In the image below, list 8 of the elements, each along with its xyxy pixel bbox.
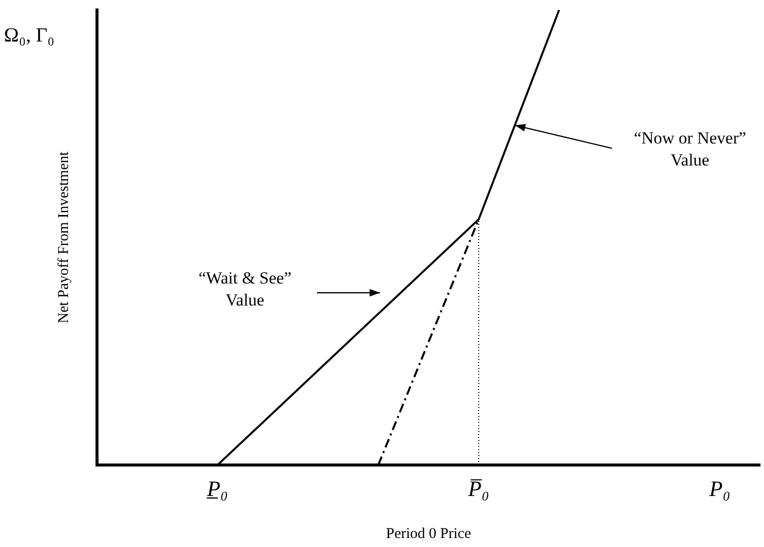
x-tick-label: P₀ bbox=[708, 476, 730, 501]
y-axis-title: Net Payoff From Investment bbox=[56, 150, 72, 324]
annotation: “Now or Never” Value bbox=[634, 128, 746, 170]
text: Ω₀, Γ₀ bbox=[4, 24, 54, 46]
x-tick-label: P̲₀ bbox=[206, 476, 228, 501]
x-axis-title: Period 0 Price bbox=[386, 526, 472, 542]
annotation: “Wait & See” Value bbox=[198, 268, 292, 310]
x-tick-label: P̅₀ bbox=[467, 476, 490, 501]
